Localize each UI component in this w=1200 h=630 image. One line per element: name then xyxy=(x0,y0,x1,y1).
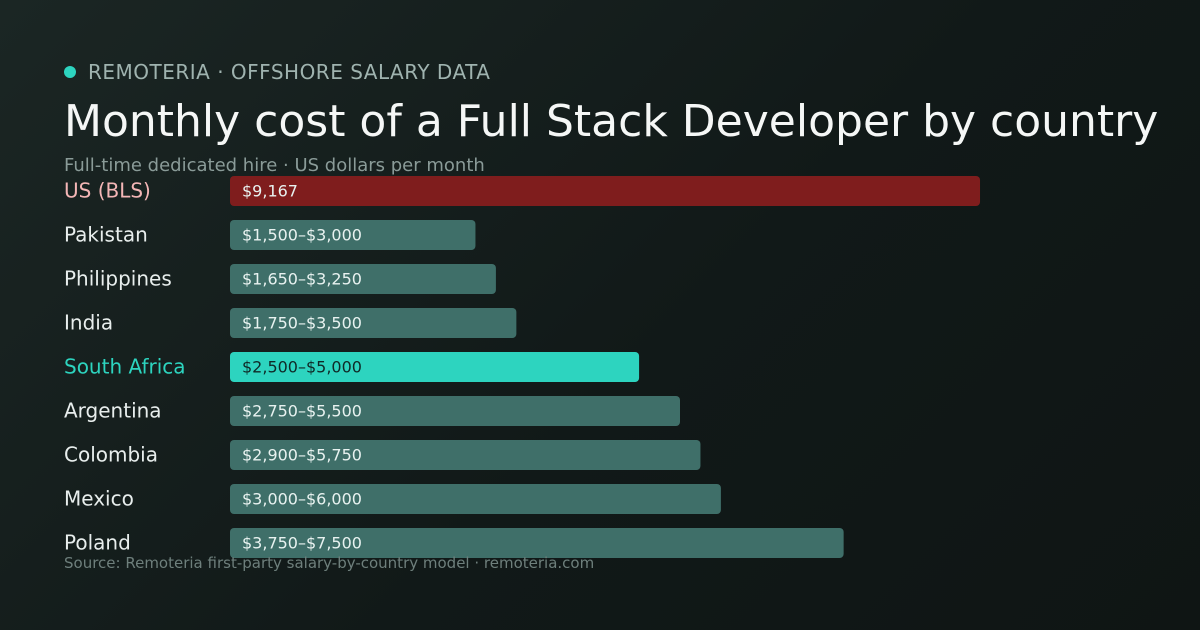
bar xyxy=(230,484,721,514)
source-note: Source: Remoteria first-party salary-by-… xyxy=(64,554,595,572)
bar xyxy=(230,220,476,250)
chart-title: Monthly cost of a Full Stack Developer b… xyxy=(64,96,1159,147)
bar xyxy=(230,396,680,426)
bar-value-label: $1,500–$3,000 xyxy=(242,226,362,245)
category-label: Mexico xyxy=(64,487,134,511)
bar-value-label: $2,750–$5,500 xyxy=(242,402,362,421)
category-label: Philippines xyxy=(64,267,172,291)
bar-value-label: $3,750–$7,500 xyxy=(242,534,362,553)
bar xyxy=(230,352,640,382)
bar-value-label: $2,900–$5,750 xyxy=(242,446,362,465)
category-label: South Africa xyxy=(64,355,186,379)
category-label: Poland xyxy=(64,531,131,555)
bar xyxy=(230,440,701,470)
brand-row: REMOTERIA · OFFSHORE SALARY DATA xyxy=(64,60,490,84)
brand-dot-icon xyxy=(64,66,76,78)
category-label: US (BLS) xyxy=(64,179,151,203)
category-label: Colombia xyxy=(64,443,158,467)
bar-value-label: $9,167 xyxy=(242,182,298,201)
chart-subtitle: Full-time dedicated hire · US dollars pe… xyxy=(64,155,485,176)
bar xyxy=(230,264,496,294)
category-label: India xyxy=(64,311,113,335)
bar xyxy=(230,176,981,206)
bar-value-label: $1,750–$3,500 xyxy=(242,314,362,333)
bar-value-label: $3,000–$6,000 xyxy=(242,490,362,509)
bar xyxy=(230,308,517,338)
category-label: Argentina xyxy=(64,399,162,423)
bar-value-label: $2,500–$5,000 xyxy=(242,358,362,377)
category-label: Pakistan xyxy=(64,223,148,247)
bar-value-label: $1,650–$3,250 xyxy=(242,270,362,289)
bar xyxy=(230,528,844,558)
brand-label: REMOTERIA · OFFSHORE SALARY DATA xyxy=(88,60,491,84)
